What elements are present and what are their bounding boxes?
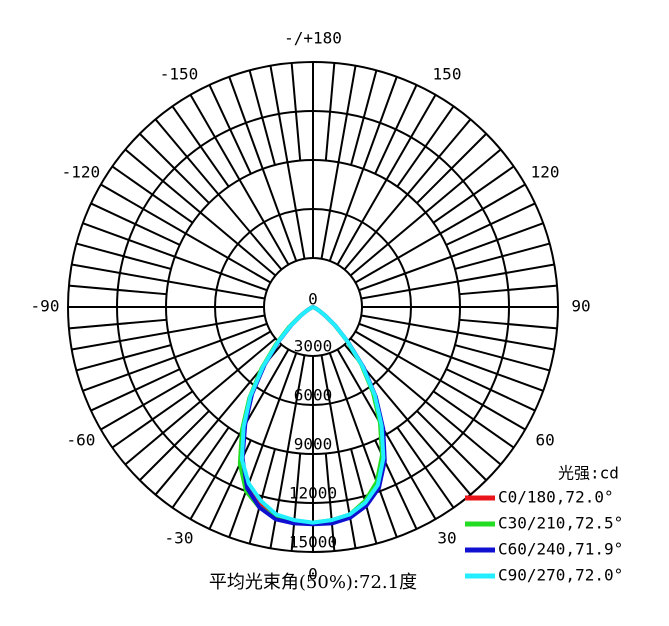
legend-title: 光强:cd — [558, 464, 619, 483]
angle-tick-label: 30 — [437, 529, 456, 548]
angle-tick-label: 0 — [308, 565, 318, 584]
r-tick-label: 3000 — [294, 337, 333, 356]
caption: 平均光束角(50%):72.1度 — [209, 572, 417, 593]
ring — [214, 208, 412, 406]
legend-label: C0/180,72.0° — [498, 488, 614, 507]
legend-label: C60/240,71.9° — [498, 540, 623, 559]
angle-tick-label: -120 — [62, 163, 101, 182]
r-tick-label: 9000 — [294, 435, 333, 454]
ring — [116, 110, 510, 504]
angle-tick-label: 120 — [531, 163, 560, 182]
ring — [165, 159, 461, 455]
angle-tick-label: 60 — [535, 431, 554, 450]
legend-label: C90/270,72.0° — [498, 566, 623, 585]
ring — [263, 257, 363, 357]
angle-tick-label: -30 — [165, 529, 194, 548]
r-tick-label: 0 — [308, 290, 318, 309]
angle-tick-label: -150 — [160, 64, 199, 83]
angle-tick-label: 150 — [433, 64, 462, 83]
ring — [67, 61, 559, 553]
r-tick-label: 12000 — [289, 484, 337, 503]
angle-tick-label: 90 — [571, 297, 590, 316]
angle-tick-label: -90 — [31, 297, 60, 316]
curves — [237, 305, 387, 527]
r-tick-label: 15000 — [289, 533, 337, 552]
labels: 0 3000 6000 9000 12000 15000 -/+180 150 120 90 60 3… — [31, 29, 591, 584]
legend-label: C30/210,72.5° — [498, 514, 623, 533]
series-line — [239, 305, 386, 525]
r-tick-label: 6000 — [294, 386, 333, 405]
angle-tick-label: -60 — [66, 431, 95, 450]
angle-tick-label: -/+180 — [284, 29, 342, 48]
grid — [67, 61, 559, 553]
